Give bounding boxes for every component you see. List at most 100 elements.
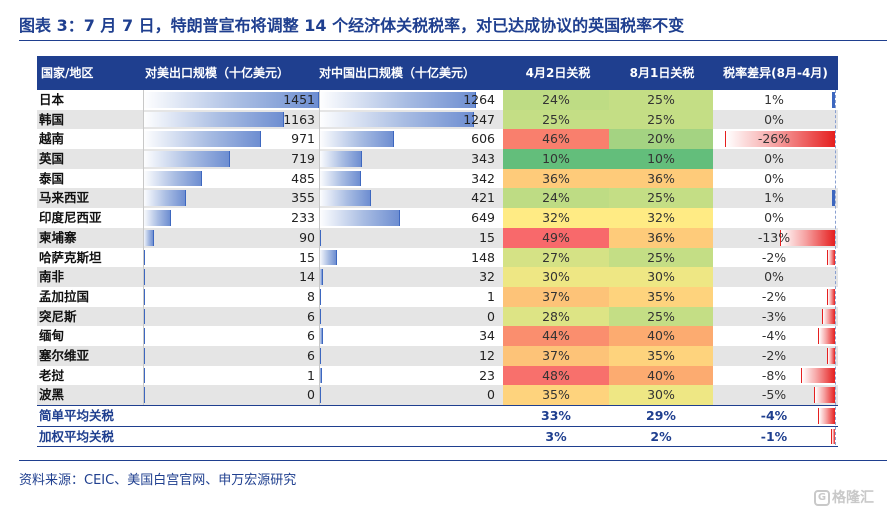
country-name: 柬埔寨	[39, 229, 77, 245]
column-separator	[319, 90, 320, 406]
country-name: 马来西亚	[39, 190, 90, 206]
table-row: 泰国 485 342 36% 36% 0%	[37, 168, 838, 189]
tariff-diff-bar	[813, 387, 835, 403]
tariff-diff-value: -2%	[761, 249, 787, 265]
summary-aug1-value: 29%	[646, 408, 676, 423]
us-exports-value: 90	[299, 229, 315, 245]
us-exports-bar	[143, 131, 261, 148]
aug1-tariff-cell: 32%	[609, 208, 713, 228]
tariff-diff-bar	[826, 288, 835, 305]
us-exports-value: 14	[299, 269, 315, 285]
tariff-diff-bar	[801, 367, 835, 384]
watermark: G 格隆汇	[814, 487, 874, 507]
figure-title: 图表 3：7 月 7 日，特朗普宣布将调整 14 个经济体关税税率，对已达成协议…	[19, 16, 685, 35]
country-name: 老挝	[39, 367, 65, 383]
cn-exports-value: 343	[471, 151, 495, 167]
source-note: 资料来源：CEIC、美国白宫官网、申万宏源研究	[19, 473, 297, 488]
aug1-tariff-cell: 25%	[609, 306, 713, 327]
apr2-tariff-cell: 49%	[503, 227, 609, 248]
us-exports-bar	[143, 190, 187, 207]
apr2-tariff-cell: 37%	[503, 345, 609, 366]
tariff-diff-value: -5%	[761, 387, 787, 403]
country-name: 日本	[39, 92, 65, 107]
us-exports-bar	[143, 151, 231, 167]
cn-exports-value: 606	[471, 131, 495, 147]
table-row: 突尼斯 6 0 28% 25% -3%	[37, 306, 838, 327]
aug1-tariff-cell: 40%	[609, 365, 713, 386]
tariff-diff-value: 1%	[764, 190, 784, 206]
tariff-diff-value: -8%	[761, 367, 787, 383]
country-name: 印度尼西亚	[39, 210, 102, 226]
table-row: 柬埔寨 90 15 49% 36% -13%	[37, 227, 838, 248]
header-aug1-tariff: 8月1日关税	[629, 66, 695, 80]
cn-exports-value: 0	[487, 387, 495, 403]
table-row: 哈萨克斯坦 15 148 27% 25% -2%	[37, 247, 838, 268]
us-exports-value: 6	[307, 347, 315, 363]
country-name: 波黑	[39, 387, 65, 403]
cn-exports-bar	[319, 151, 362, 167]
aug1-tariff-cell: 40%	[609, 326, 713, 346]
aug1-tariff-cell: 30%	[609, 267, 713, 287]
summary-diff-bar	[818, 408, 835, 424]
country-name: 泰国	[39, 170, 65, 186]
summary-aug1-value: 2%	[650, 428, 672, 444]
cn-exports-bar	[319, 367, 322, 384]
summary-apr2-value: 33%	[541, 408, 571, 423]
aug1-tariff-cell: 25%	[609, 188, 713, 209]
title-divider	[19, 40, 887, 41]
cn-exports-value: 342	[471, 170, 495, 186]
tariff-diff-bar	[822, 308, 835, 325]
summary-row: 简单平均关税 33% 29% -4%	[37, 406, 838, 427]
cn-exports-value: 34	[479, 328, 495, 344]
table-row: 塞尔维亚 6 12 37% 35% -2%	[37, 345, 838, 366]
tariff-diff-bar	[818, 328, 835, 344]
aug1-tariff-cell: 35%	[609, 286, 713, 307]
header-cn-exports: 对中国出口规模（十亿美元）	[319, 66, 476, 80]
us-exports-value: 8	[307, 288, 315, 304]
apr2-tariff-cell: 24%	[503, 90, 609, 110]
us-exports-value: 1	[307, 367, 315, 383]
cn-exports-value: 148	[471, 249, 495, 265]
us-exports-value: 719	[291, 151, 315, 167]
us-exports-bar	[143, 170, 202, 187]
country-name: 哈萨克斯坦	[39, 249, 102, 265]
cn-exports-value: 1264	[463, 92, 495, 107]
cn-exports-bar	[319, 210, 400, 226]
diff-axis-line	[835, 90, 836, 445]
table-row: 老挝 1 23 48% 40% -8%	[37, 365, 838, 386]
summary-diff-value: -1%	[760, 428, 788, 444]
country-name: 塞尔维亚	[39, 347, 90, 363]
table-row: 韩国 1163 1247 25% 25% 0%	[37, 109, 838, 130]
summary-row: 加权平均关税 3% 2% -1%	[37, 427, 838, 448]
us-exports-value: 1163	[283, 111, 315, 127]
table-row: 英国 719 343 10% 10% 0%	[37, 149, 838, 169]
aug1-tariff-cell: 10%	[609, 149, 713, 169]
tariff-diff-value: 0%	[764, 269, 784, 285]
us-exports-value: 485	[291, 170, 315, 186]
apr2-tariff-cell: 32%	[503, 208, 609, 228]
tariff-diff-value: -2%	[761, 288, 787, 304]
us-exports-value: 15	[299, 249, 315, 265]
country-name: 韩国	[39, 111, 65, 127]
tariff-diff-bar	[725, 131, 835, 148]
tariff-diff-bar	[832, 190, 835, 207]
us-exports-bar	[143, 111, 285, 128]
cn-exports-bar	[319, 249, 338, 266]
tariff-table: 国家/地区 对美出口规模（十亿美元） 对中国出口规模（十亿美元） 4月2日关税 …	[37, 56, 838, 448]
apr2-tariff-cell: 30%	[503, 267, 609, 287]
table-row: 波黑 0 0 35% 30% -5%	[37, 385, 838, 406]
table-row: 日本 1451 1264 24% 25% 1%	[37, 90, 838, 110]
column-separator	[143, 90, 144, 406]
country-name: 孟加拉国	[39, 288, 90, 304]
aug1-tariff-cell: 36%	[609, 227, 713, 248]
apr2-tariff-cell: 24%	[503, 188, 609, 209]
us-exports-value: 233	[291, 210, 315, 226]
cn-exports-value: 0	[487, 308, 495, 324]
cn-exports-value: 1	[487, 288, 495, 304]
country-name: 突尼斯	[39, 308, 77, 324]
apr2-tariff-cell: 25%	[503, 109, 609, 130]
cn-exports-bar	[319, 170, 362, 187]
cn-exports-value: 649	[471, 210, 495, 226]
tariff-diff-value: 1%	[764, 92, 784, 107]
